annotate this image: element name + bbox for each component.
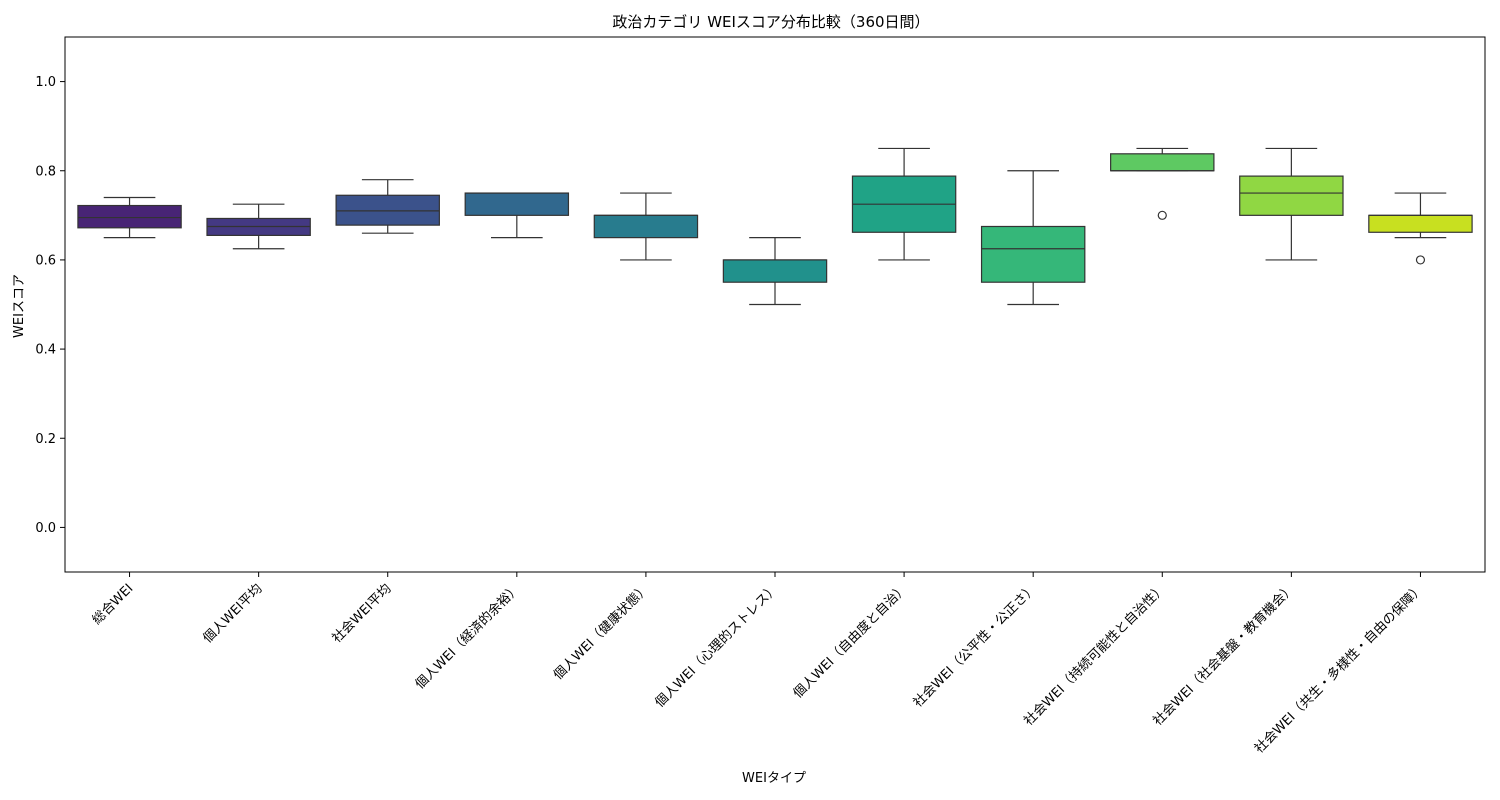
box-group [1239, 147, 1344, 261]
y-axis: 0.0 0.2 0.4 0.6 0.8 1.0 [35, 75, 65, 536]
y-tick-label: 0.4 [35, 343, 56, 358]
box-group [335, 179, 440, 234]
box [593, 214, 699, 239]
x-tick-label: 個人WEI（経済的余裕） [412, 581, 524, 693]
x-tick-label: 社会WEI平均 [329, 581, 395, 647]
outlier-point [1157, 210, 1167, 220]
x-tick-label: 社会WEI（持続可能性と自治性） [1021, 581, 1169, 729]
box-group [851, 147, 957, 261]
box-group [77, 196, 182, 239]
x-tick-label: 個人WEI（自由度と自治） [790, 581, 911, 702]
box [980, 225, 1086, 283]
outlier-point [1415, 255, 1426, 265]
box-group [980, 170, 1086, 306]
y-tick-label: 0.2 [35, 432, 56, 447]
box-group [1110, 147, 1215, 220]
x-tick-label: 個人WEI（心理的ストレス） [652, 581, 782, 711]
y-tick-label: 0.6 [35, 253, 56, 268]
x-tick-label: 個人WEI平均 [200, 581, 265, 646]
box [722, 259, 828, 283]
chart-title: 政治カテゴリ WEIスコア分布比較（360日間） [612, 13, 929, 31]
box-group [1368, 192, 1473, 265]
box-group [722, 237, 828, 306]
box-group [593, 192, 699, 261]
box [77, 204, 182, 229]
x-axis: 総合WEI 個人WEI平均 社会WEI平均 個人WEI（経済的余裕） 個人WEI（健康状… [90, 572, 1427, 757]
x-tick-label: 社会WEI（公平性・公正さ） [910, 581, 1040, 711]
y-tick-label: 0.0 [35, 521, 56, 536]
x-tick-label: 社会WEI（社会基盤・教育機会） [1150, 581, 1298, 729]
box [335, 194, 440, 226]
box [1110, 153, 1215, 172]
y-axis-label: WEIスコア [12, 274, 27, 338]
box [1239, 175, 1344, 216]
plot-area [77, 147, 1473, 306]
box-group [464, 192, 570, 239]
box [464, 192, 570, 216]
y-tick-label: 1.0 [35, 75, 56, 90]
box [1368, 214, 1473, 233]
x-axis-label: WEIタイプ [742, 771, 806, 786]
x-tick-label: 個人WEI（健康状態） [550, 581, 652, 683]
x-tick-label: 総合WEI [90, 581, 137, 628]
box-group [206, 203, 311, 250]
y-tick-label: 0.8 [35, 164, 56, 179]
